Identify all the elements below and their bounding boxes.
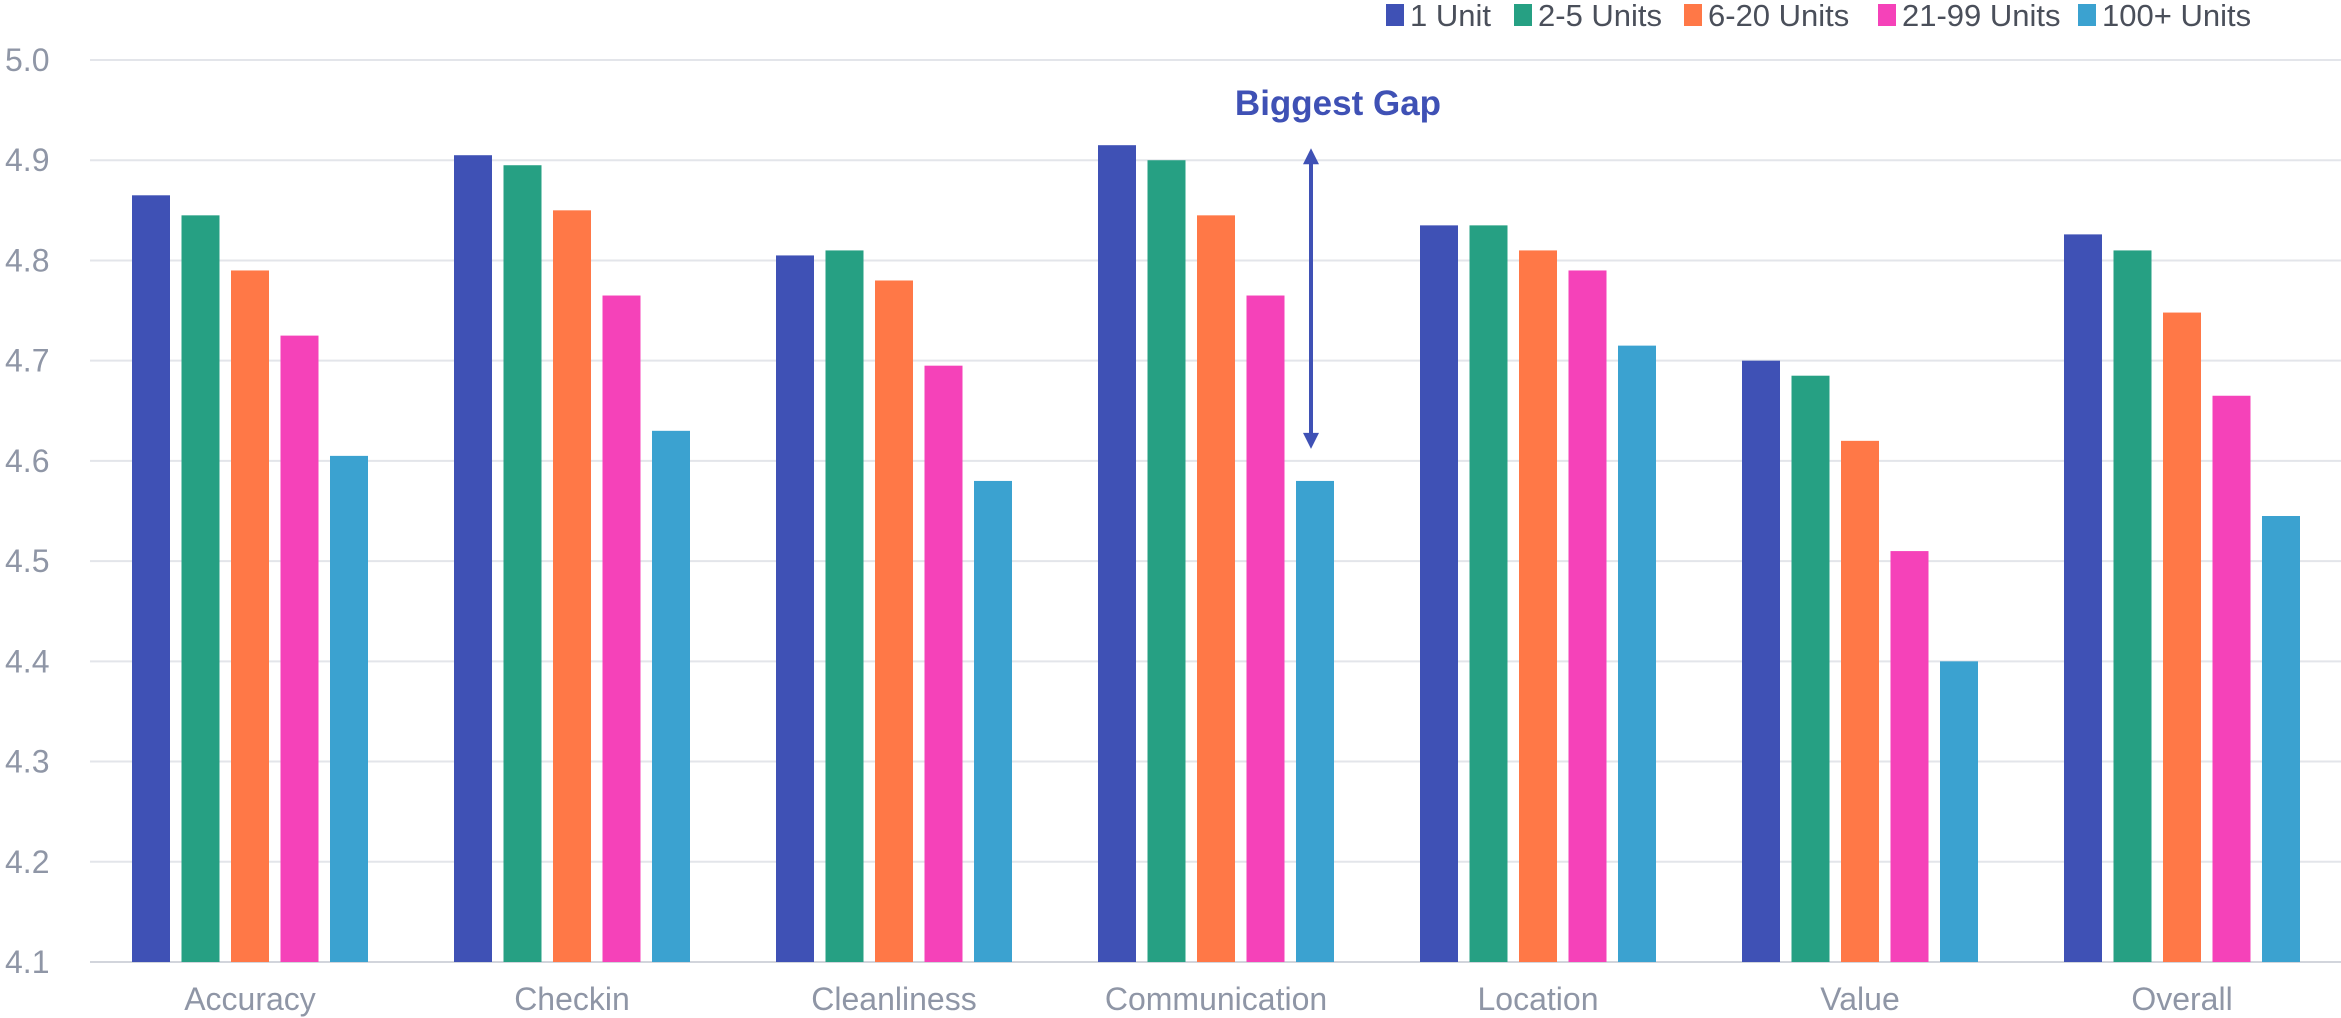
bar-overall-100-units bbox=[2262, 516, 2300, 962]
bar-communication-21-99-units bbox=[1246, 295, 1285, 962]
legend-swatch bbox=[2078, 4, 2096, 26]
y-axis-ticks: 4.1 4.2 4.3 4.4 4.5 4.6 4.7 4.8 4.9 5.0 bbox=[5, 42, 49, 980]
y-tick-label: 5.0 bbox=[5, 42, 49, 78]
bar-overall-21-99-units bbox=[2212, 395, 2251, 962]
y-tick-label: 4.4 bbox=[5, 643, 49, 679]
legend-label: 100+ Units bbox=[2102, 0, 2251, 33]
y-tick-label: 4.5 bbox=[5, 543, 49, 579]
bar-value-6-20-units bbox=[1841, 440, 1879, 962]
bars bbox=[132, 145, 2300, 963]
y-tick-label: 4.6 bbox=[5, 443, 49, 479]
bar-communication-2-5-units bbox=[1147, 160, 1186, 962]
bar-overall-1-unit bbox=[2064, 234, 2102, 963]
bar-checkin-21-99-units bbox=[602, 295, 641, 962]
bar-value-1-unit bbox=[1742, 360, 1780, 963]
bar-cleanliness-1-unit bbox=[776, 255, 814, 962]
legend-label: 2-5 Units bbox=[1538, 0, 1662, 33]
legend: 1 Unit 2-5 Units 6-20 Units 21-99 Units 100+… bbox=[1386, 0, 2251, 33]
bar-communication-1-unit bbox=[1098, 145, 1136, 962]
x-tick-label: Overall bbox=[2131, 981, 2232, 1017]
bar-checkin-100-units bbox=[652, 430, 690, 962]
x-tick-label: Accuracy bbox=[184, 981, 316, 1017]
y-tick-label: 4.9 bbox=[5, 142, 49, 178]
bar-checkin-2-5-units bbox=[503, 165, 542, 962]
legend-swatch bbox=[1386, 4, 1404, 26]
x-tick-label: Value bbox=[1820, 981, 1899, 1017]
bar-checkin-1-unit bbox=[454, 155, 492, 962]
x-tick-label: Cleanliness bbox=[811, 981, 976, 1017]
bar-location-21-99-units bbox=[1568, 270, 1607, 962]
bar-location-1-unit bbox=[1420, 225, 1458, 962]
y-tick-label: 4.3 bbox=[5, 744, 49, 780]
bar-location-6-20-units bbox=[1519, 250, 1557, 962]
y-tick-label: 4.1 bbox=[5, 944, 49, 980]
x-tick-label: Communication bbox=[1105, 981, 1327, 1017]
bar-accuracy-100-units bbox=[330, 455, 368, 962]
bar-overall-6-20-units bbox=[2163, 312, 2201, 962]
bar-communication-100-units bbox=[1296, 480, 1334, 962]
bar-accuracy-1-unit bbox=[132, 195, 170, 963]
bar-accuracy-2-5-units bbox=[181, 215, 220, 962]
x-axis-labels: Accuracy Checkin Cleanliness Communication L… bbox=[184, 981, 2232, 1017]
annotation-arrow-head-down bbox=[1303, 432, 1319, 449]
y-tick-label: 4.8 bbox=[5, 242, 49, 278]
y-tick-label: 4.7 bbox=[5, 343, 49, 379]
legend-swatch bbox=[1878, 4, 1896, 26]
bar-accuracy-21-99-units bbox=[280, 335, 319, 963]
annotation-arrow-head-up bbox=[1303, 148, 1319, 165]
bar-location-2-5-units bbox=[1469, 225, 1508, 962]
bar-cleanliness-2-5-units bbox=[825, 250, 864, 962]
bar-cleanliness-100-units bbox=[974, 480, 1012, 962]
x-tick-label: Checkin bbox=[514, 981, 630, 1017]
bar-value-2-5-units bbox=[1791, 375, 1830, 962]
y-tick-label: 4.2 bbox=[5, 844, 49, 880]
x-tick-label: Location bbox=[1478, 981, 1599, 1017]
bar-checkin-6-20-units bbox=[553, 210, 591, 963]
legend-swatch bbox=[1514, 4, 1532, 26]
annotation-label: Biggest Gap bbox=[1235, 84, 1441, 123]
bar-value-100-units bbox=[1940, 661, 1978, 962]
legend-label: 21-99 Units bbox=[1902, 0, 2061, 33]
bar-cleanliness-6-20-units bbox=[875, 280, 913, 962]
annotation: Biggest Gap bbox=[1235, 84, 1441, 449]
bar-location-100-units bbox=[1618, 345, 1656, 963]
bar-overall-2-5-units bbox=[2113, 250, 2152, 962]
legend-label: 6-20 Units bbox=[1708, 0, 1849, 33]
legend-swatch bbox=[1684, 4, 1702, 26]
bar-communication-6-20-units bbox=[1197, 215, 1235, 962]
bar-value-21-99-units bbox=[1890, 551, 1929, 962]
bar-cleanliness-21-99-units bbox=[924, 365, 963, 963]
legend-label: 1 Unit bbox=[1410, 0, 1491, 33]
bar-accuracy-6-20-units bbox=[231, 270, 269, 962]
